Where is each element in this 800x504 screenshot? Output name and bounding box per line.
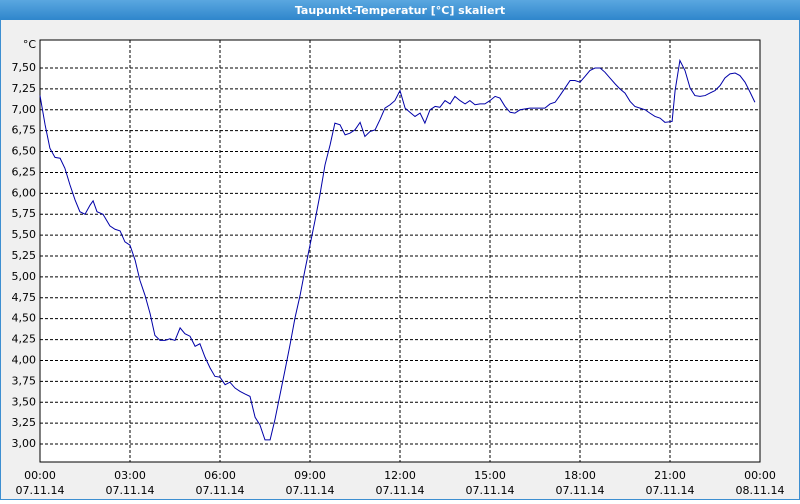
y-tick-label: 3,75: [12, 374, 37, 387]
x-tick-label: 21:00: [654, 469, 686, 482]
x-tick-date: 07.11.14: [16, 484, 65, 497]
x-tick-label: 00:00: [24, 469, 56, 482]
y-tick-label: 4,50: [12, 312, 37, 325]
x-tick-date: 07.11.14: [556, 484, 605, 497]
y-tick-label: 5,00: [12, 270, 37, 283]
x-tick-label: 06:00: [204, 469, 236, 482]
y-tick-label: 6,25: [12, 165, 37, 178]
x-tick-label: 09:00: [294, 469, 326, 482]
chart-title: Taupunkt-Temperatur [°C] skaliert: [295, 4, 505, 17]
y-tick-label: 4,75: [12, 291, 37, 304]
y-tick-label: 4,00: [12, 353, 37, 366]
y-tick-label: 6,50: [12, 145, 37, 158]
y-tick-label: 4,25: [12, 333, 37, 346]
x-tick-date: 07.11.14: [106, 484, 155, 497]
y-tick-label: 5,75: [12, 207, 37, 220]
y-tick-label: 3,00: [12, 437, 37, 450]
y-tick-label: 7,50: [12, 61, 37, 74]
y-tick-label: 5,25: [12, 249, 37, 262]
title-bar: [0, 0, 800, 20]
y-tick-label: 3,25: [12, 416, 37, 429]
x-tick-date: 08.11.14: [736, 484, 785, 497]
x-tick-date: 07.11.14: [466, 484, 515, 497]
x-tick-label: 15:00: [474, 469, 506, 482]
y-tick-label: 3,50: [12, 395, 37, 408]
x-tick-label: 03:00: [114, 469, 146, 482]
y-tick-label: 5,50: [12, 228, 37, 241]
x-tick-date: 07.11.14: [646, 484, 695, 497]
y-tick-label: 7,25: [12, 82, 37, 95]
y-unit: °C: [23, 38, 37, 51]
x-tick-date: 07.11.14: [286, 484, 335, 497]
x-tick-date: 07.11.14: [196, 484, 245, 497]
x-tick-label: 18:00: [564, 469, 596, 482]
x-tick-label: 12:00: [384, 469, 416, 482]
x-tick-date: 07.11.14: [376, 484, 425, 497]
data-line: [39, 58, 756, 441]
y-tick-label: 7,00: [12, 103, 37, 116]
y-tick-label: 6,75: [12, 124, 37, 137]
x-tick-label: 00:00: [744, 469, 776, 482]
y-tick-label: 6,00: [12, 186, 37, 199]
